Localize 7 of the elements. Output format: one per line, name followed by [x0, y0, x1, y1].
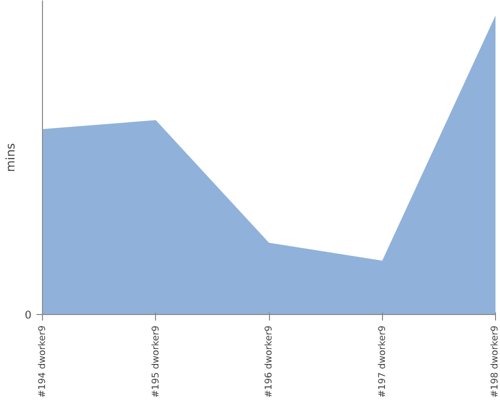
y-axis-title: mins [4, 143, 18, 172]
x-tick-label: #195 dworker9 [150, 325, 162, 398]
x-tick-label: #197 dworker9 [376, 325, 388, 398]
x-tick-label: #196 dworker9 [264, 325, 274, 398]
x-tick-label: #198 dworker9 [490, 325, 500, 398]
text: 0 [24, 308, 32, 322]
x-tick-label: #194 dworker9 [37, 325, 48, 398]
